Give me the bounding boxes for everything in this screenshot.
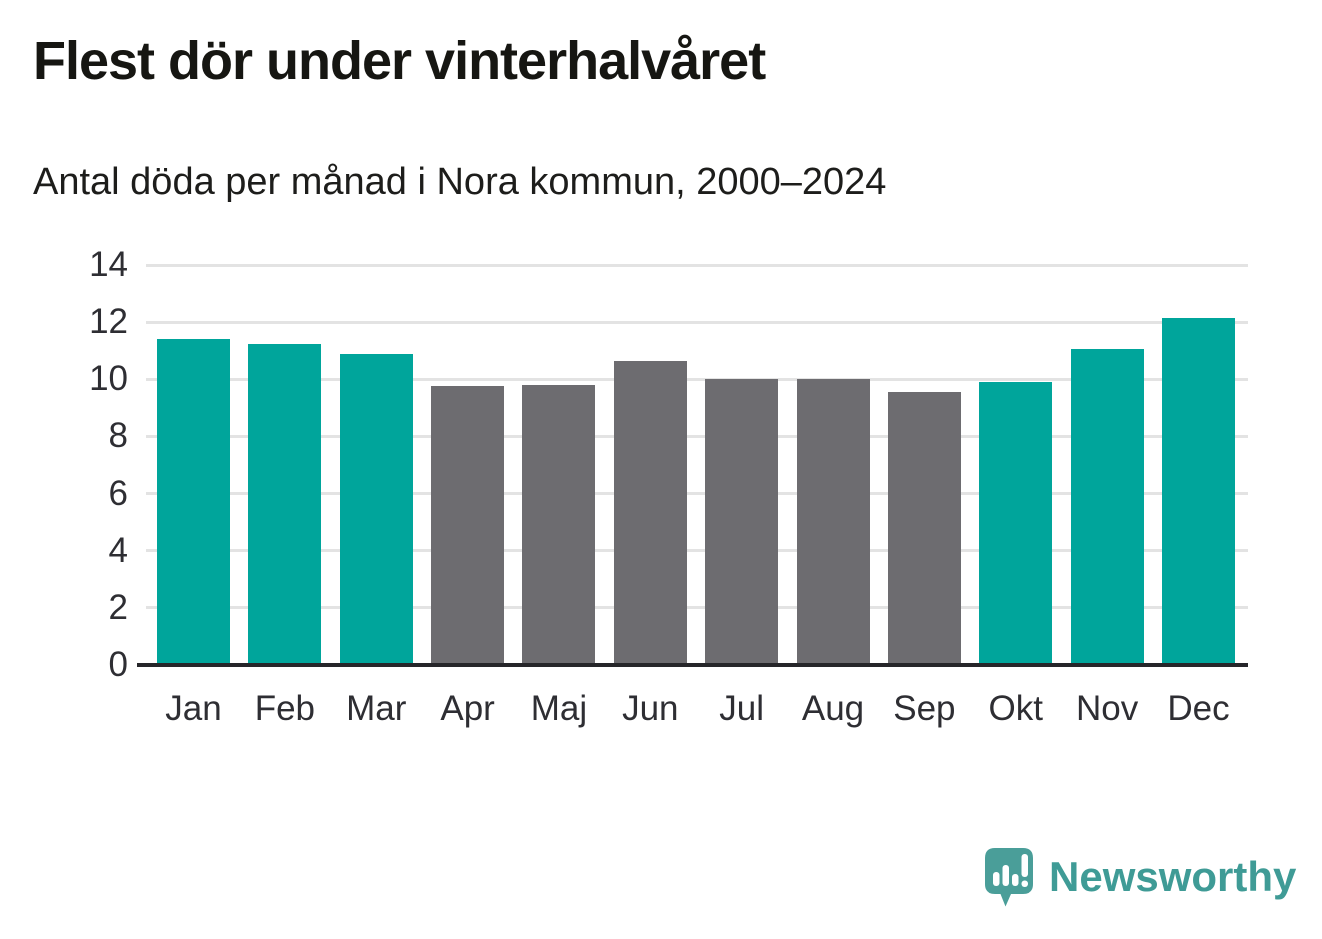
brand-name: Newsworthy: [1049, 853, 1297, 900]
bar-maj: [522, 385, 596, 665]
bar-mar: [339, 353, 413, 665]
gridline-y4: [146, 549, 1248, 553]
x-axis-label-feb: Feb: [254, 689, 316, 728]
bar-slot-okt: Okt: [979, 265, 1053, 727]
gridline-y8: [146, 434, 1248, 438]
y-axis-tick-label: 10: [89, 359, 128, 399]
bar-nov: [1070, 349, 1144, 665]
y-axis-tick-label: 6: [108, 473, 128, 513]
brand-logo: Newsworthy: [983, 846, 1296, 910]
x-axis-label-nov: Nov: [1075, 689, 1139, 728]
bar-slot-maj: Maj: [522, 265, 596, 727]
chart-subtitle: Antal döda per månad i Nora kommun, 2000…: [33, 161, 887, 203]
y-axis-tick-label: 8: [108, 416, 128, 456]
x-axis-label-jun: Jun: [622, 689, 679, 728]
y-axis-labels: 0 2 4 6 8 10 12 14: [0, 247, 128, 683]
bar-dec: [1161, 317, 1235, 665]
bar-slot-jan: Jan: [157, 265, 230, 727]
bar-jun: [613, 360, 687, 665]
bar-slot-jun: Jun: [613, 265, 687, 727]
gridline-y14: [146, 263, 1248, 267]
bar-slot-sep: Sep: [887, 265, 961, 727]
bar-slot-nov: Nov: [1070, 265, 1144, 727]
gridline-y6: [146, 492, 1248, 496]
bar-group: Jan Feb Mar Apr Maj Jun Jul Aug Sep Okt Nov Dec: [146, 265, 1248, 727]
x-axis-label-mar: Mar: [346, 689, 407, 728]
x-axis-label-aug: Aug: [801, 689, 865, 728]
gridline-y10: [146, 377, 1248, 381]
y-axis-tick-label: 4: [108, 530, 128, 570]
x-axis-label-maj: Maj: [530, 689, 588, 728]
newsworthy-speech-bubble-icon: [985, 848, 1033, 907]
x-axis-line: [137, 663, 1248, 667]
x-axis-label-jul: Jul: [719, 689, 765, 728]
bar-slot-apr: Apr: [431, 265, 505, 727]
y-axis-tick-label: 0: [108, 645, 128, 684]
bar-sep: [887, 392, 961, 665]
bar-jul: [705, 379, 779, 665]
bar-slot-mar: Mar: [339, 265, 413, 727]
plot-area: Jan Feb Mar Apr Maj Jun Jul Aug Sep Okt Nov Dec: [137, 263, 1248, 727]
gridline-y12: [146, 320, 1248, 324]
bar-slot-jul: Jul: [705, 265, 779, 727]
x-axis-label-dec: Dec: [1167, 689, 1230, 728]
mini-bar-chart-glyph: [993, 854, 1028, 887]
bar-jan: [157, 339, 230, 665]
y-axis-tick-label: 2: [108, 587, 128, 627]
x-axis-label-apr: Apr: [440, 689, 495, 728]
x-axis-label-sep: Sep: [893, 689, 956, 728]
bar-feb: [248, 343, 322, 665]
chart-title: Flest dör under vinterhalvåret: [33, 31, 766, 91]
bar-slot-feb: Feb: [248, 265, 322, 727]
x-axis-label-okt: Okt: [988, 689, 1043, 728]
gridline-y2: [146, 606, 1248, 610]
bar-slot-dec: Dec: [1161, 265, 1235, 727]
x-axis-label-jan: Jan: [165, 689, 222, 728]
bar-aug: [796, 379, 870, 665]
bar-okt: [979, 382, 1053, 665]
y-axis-tick-label: 12: [89, 302, 128, 342]
bar-apr: [431, 386, 505, 665]
bar-slot-aug: Aug: [796, 265, 870, 727]
y-axis-tick-label: 14: [89, 245, 128, 284]
